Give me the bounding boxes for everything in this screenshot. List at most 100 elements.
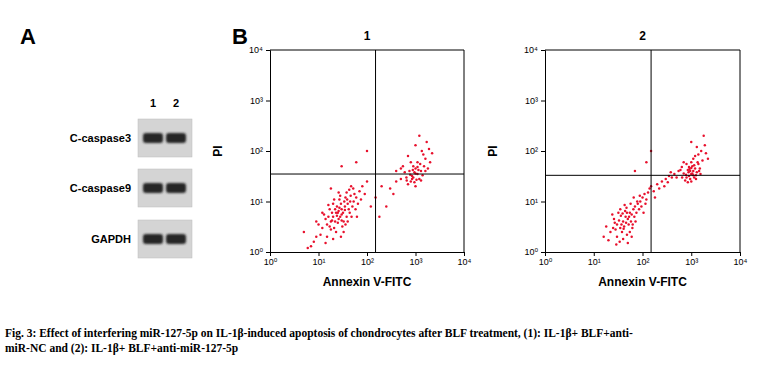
- point: [410, 180, 413, 183]
- point: [346, 203, 349, 206]
- y-axis-title: PI: [211, 145, 225, 156]
- tick: 10¹: [250, 197, 270, 207]
- tick-label: 10⁴: [524, 45, 538, 55]
- blot-panel: 12C-caspase3C-caspase9GAPDH: [70, 97, 192, 258]
- point: [625, 207, 628, 210]
- scatter-chart: 10⁰10¹10²10³10⁴10⁰10¹10²10³10⁴: [249, 45, 471, 267]
- blot-strip: [138, 220, 192, 258]
- point: [623, 225, 626, 228]
- point: [328, 208, 331, 211]
- point: [707, 158, 710, 161]
- points: [602, 135, 709, 246]
- point: [403, 171, 406, 174]
- point: [620, 215, 623, 218]
- point: [327, 204, 330, 207]
- point: [699, 167, 702, 170]
- tick: 10¹: [312, 252, 325, 267]
- tick-mark: [266, 151, 270, 152]
- axis-line: [541, 51, 546, 253]
- point: [671, 176, 674, 179]
- axis-line: [546, 253, 741, 257]
- point: [370, 205, 373, 208]
- point: [303, 231, 306, 234]
- point: [324, 218, 327, 221]
- tick: 10⁰: [524, 247, 545, 257]
- point: [338, 207, 341, 210]
- point: [423, 165, 426, 168]
- point: [358, 190, 361, 193]
- point: [337, 218, 340, 221]
- point: [340, 219, 343, 222]
- point: [424, 170, 427, 173]
- point: [345, 191, 348, 194]
- point: [336, 205, 339, 208]
- point: [328, 225, 331, 228]
- tick: 10⁰: [264, 252, 278, 267]
- point: [349, 194, 352, 197]
- point: [679, 169, 682, 172]
- point: [630, 213, 633, 216]
- point: [355, 196, 358, 199]
- point: [335, 231, 338, 234]
- point: [605, 225, 608, 228]
- point: [405, 179, 408, 182]
- point: [637, 203, 640, 206]
- point: [645, 161, 648, 164]
- tick-label: 10⁴: [734, 257, 748, 267]
- frame: [464, 50, 465, 252]
- point: [629, 203, 632, 206]
- point: [621, 212, 624, 215]
- blot-band: [143, 234, 163, 244]
- point: [313, 240, 316, 243]
- point: [615, 243, 618, 246]
- point: [338, 198, 341, 201]
- point: [420, 179, 423, 182]
- point: [643, 193, 646, 196]
- point: [340, 208, 343, 211]
- quadrant-line: [545, 175, 740, 176]
- point: [337, 221, 340, 224]
- tick-label: 10³: [250, 96, 263, 106]
- frame: [545, 50, 740, 51]
- tick-mark: [266, 202, 270, 203]
- point: [347, 208, 350, 211]
- point: [348, 211, 351, 214]
- point: [694, 155, 697, 158]
- point: [331, 211, 334, 214]
- point: [632, 196, 635, 199]
- tick: 10⁴: [524, 45, 545, 55]
- point: [344, 205, 347, 208]
- point: [654, 196, 657, 199]
- lane-label: 1: [150, 97, 156, 109]
- x-axis-title: Annexin V-FITC: [323, 275, 412, 289]
- tick-mark: [367, 252, 368, 256]
- point: [337, 191, 340, 194]
- point: [410, 161, 413, 164]
- point: [407, 155, 410, 158]
- point: [339, 215, 342, 218]
- point: [625, 221, 628, 224]
- tick-mark: [541, 202, 545, 203]
- point: [366, 150, 369, 153]
- tick-mark: [266, 50, 270, 51]
- tick: 10⁰: [249, 247, 270, 257]
- point: [661, 180, 664, 183]
- point: [412, 165, 415, 168]
- point: [636, 200, 639, 203]
- x-axis-title: Annexin V-FITC: [598, 275, 687, 289]
- point: [687, 171, 690, 174]
- tick: 10⁴: [249, 45, 270, 55]
- scatter-chart: 10⁰10¹10²10³10⁴10⁰10¹10²10³10⁴: [524, 45, 747, 267]
- point: [416, 161, 419, 164]
- point: [348, 189, 351, 192]
- point: [323, 213, 326, 216]
- chart-title: 1: [364, 29, 371, 43]
- tick-label: 10⁴: [249, 45, 263, 55]
- point: [620, 223, 623, 226]
- point: [317, 223, 320, 226]
- point: [696, 146, 699, 149]
- point: [701, 159, 704, 162]
- point: [682, 172, 685, 175]
- point: [336, 215, 339, 218]
- point: [355, 161, 358, 164]
